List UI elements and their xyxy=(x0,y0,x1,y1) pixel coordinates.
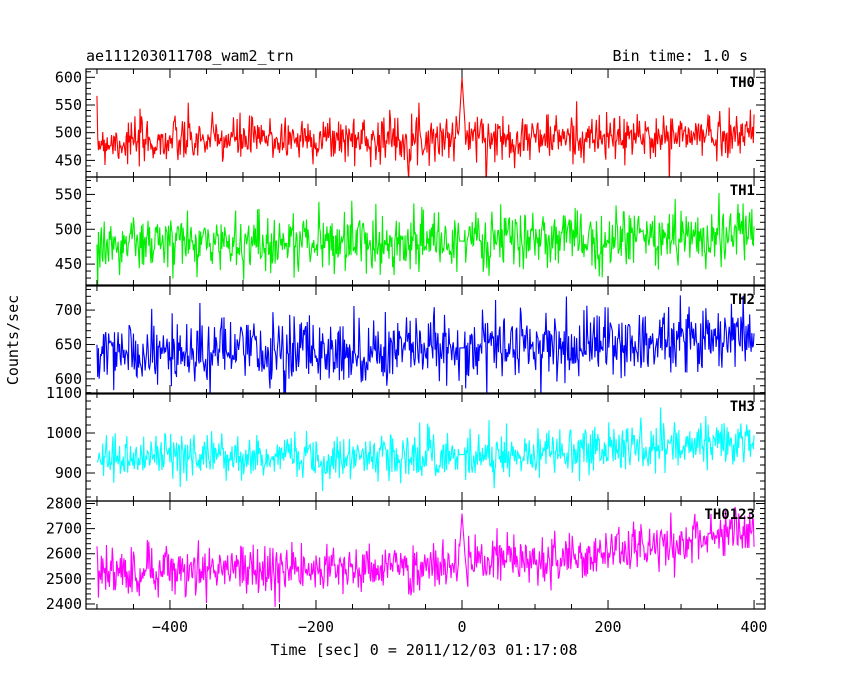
series-line-th3 xyxy=(96,407,755,492)
chart-title: ae111203011708_wam2_trn xyxy=(86,47,294,65)
series-line-th0123 xyxy=(96,506,755,607)
panel-th0123: 2400 2500 2600 2700 2800 TH0123 xyxy=(46,495,766,613)
panel-label: TH2 xyxy=(730,292,755,308)
y-tick-label: 600 xyxy=(55,68,82,86)
y-tick-label: 600 xyxy=(55,370,82,388)
panel-label: TH1 xyxy=(730,183,755,199)
panel-label: TH0 xyxy=(730,75,755,91)
y-tick-label: 450 xyxy=(55,151,82,169)
x-tick-label: 200 xyxy=(594,618,621,636)
panel-th2: 600 650 700 TH2 xyxy=(55,285,766,395)
y-tick-label: 2600 xyxy=(46,545,82,563)
y-tick-label: 2400 xyxy=(46,595,82,613)
y-tick-label: 550 xyxy=(55,185,82,203)
y-tick-label: 2800 xyxy=(46,495,82,513)
series-line-th1 xyxy=(96,192,755,285)
x-tick-label: −200 xyxy=(298,618,334,636)
panel-label: TH0123 xyxy=(704,507,755,523)
y-tick-label: 650 xyxy=(55,335,82,353)
panels-group: 450 500 550 600 TH0 450 500 550 TH1 600 650 700 TH2 9… xyxy=(46,68,766,613)
y-tick-label: 500 xyxy=(55,220,82,238)
panel-frame xyxy=(85,176,766,286)
y-tick-label: 1100 xyxy=(46,384,82,402)
y-tick-label: 550 xyxy=(55,96,82,114)
y-tick-label: 2700 xyxy=(46,520,82,538)
bin-time-label: Bin time: 1.0 s xyxy=(613,47,748,65)
x-tick-label: −400 xyxy=(152,618,188,636)
series-line-th0 xyxy=(96,77,755,177)
x-tick-label: 0 xyxy=(457,618,466,636)
x-tick-label: 400 xyxy=(741,618,768,636)
y-axis-label: Counts/sec xyxy=(4,295,22,385)
y-tick-label: 900 xyxy=(55,464,82,482)
y-tick-label: 500 xyxy=(55,124,82,142)
x-axis-label: Time [sec] 0 = 2011/12/03 01:17:08 xyxy=(270,641,577,659)
y-tick-label: 2500 xyxy=(46,570,82,588)
y-tick-label: 450 xyxy=(55,255,82,273)
x-axis: −400 −200 0 200 400 xyxy=(152,618,768,636)
panel-th3: 900 1000 1100 TH3 xyxy=(46,384,766,502)
panel-th1: 450 500 550 TH1 xyxy=(55,176,766,286)
y-tick-label: 1000 xyxy=(46,424,82,442)
panel-label: TH3 xyxy=(730,399,755,415)
series-line-th2 xyxy=(96,295,755,394)
panel-th0: 450 500 550 600 TH0 xyxy=(55,68,766,178)
y-tick-label: 700 xyxy=(55,301,82,319)
panel-frame xyxy=(85,285,766,395)
panel-frame xyxy=(85,500,766,610)
